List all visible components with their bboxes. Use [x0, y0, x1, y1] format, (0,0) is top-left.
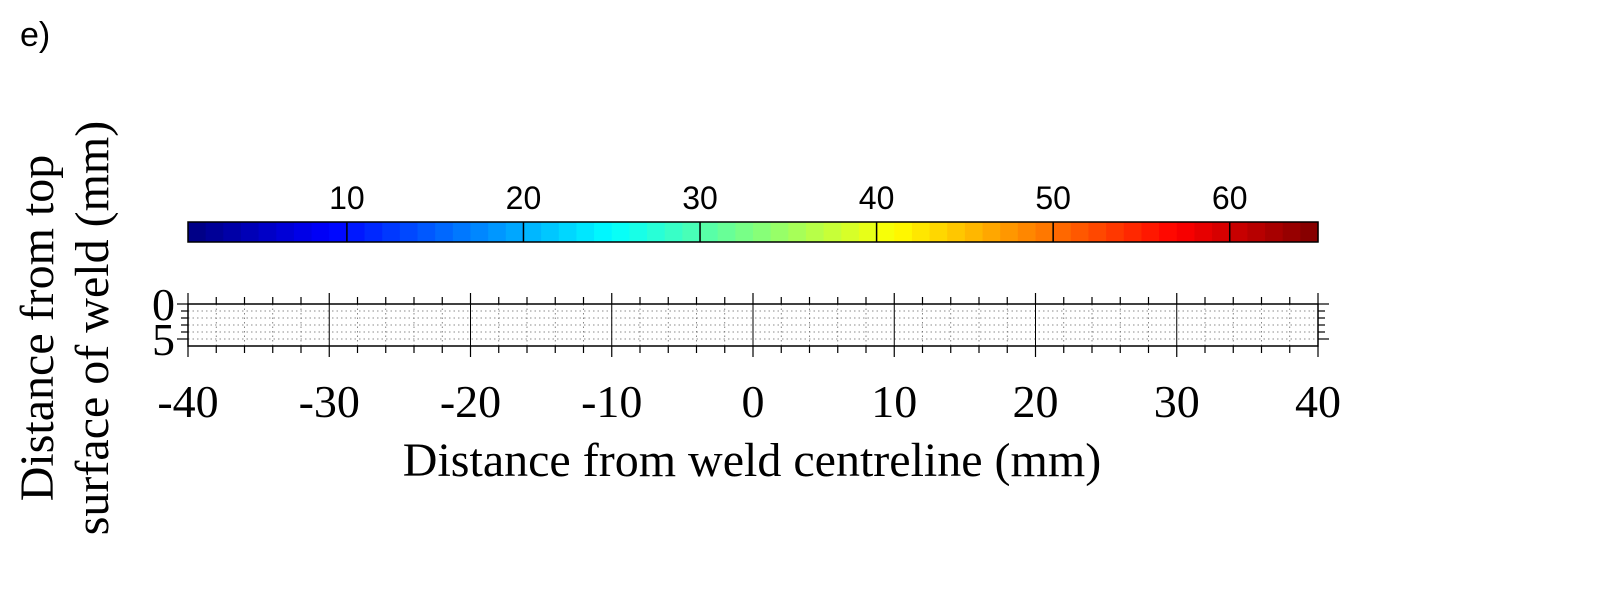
- x-tick-label: -30: [299, 376, 360, 427]
- colorbar-segment: [858, 222, 878, 242]
- colorbar-segment: [505, 222, 525, 242]
- colorbar-tick-labels: 10 20 30 40 50 60: [329, 180, 1247, 216]
- x-tick-label: 10: [871, 376, 917, 427]
- colorbar-segment: [929, 222, 948, 242]
- colorbar-segment: [576, 222, 595, 242]
- x-tick-label: -20: [440, 376, 501, 427]
- panel-label: e): [20, 16, 50, 54]
- colorbar-segment: [558, 222, 578, 242]
- colorbar-segment: [647, 222, 666, 242]
- y-tick-labels: 05: [152, 279, 175, 365]
- colorbar-segment: [541, 222, 560, 242]
- colorbar-segment: [982, 222, 1001, 242]
- colorbar-segment: [1247, 222, 1266, 242]
- colorbar-segment: [788, 222, 807, 242]
- colorbar-tick-label: 50: [1035, 180, 1071, 216]
- colorbar-segment: [594, 222, 613, 242]
- colorbar-segment: [1017, 222, 1037, 242]
- colorbar-segment: [276, 222, 295, 242]
- colorbar-segment: [1194, 222, 1213, 242]
- y-tick-label: 0: [152, 279, 175, 330]
- colorbar-segment: [753, 222, 772, 242]
- colorbar-segment: [1300, 222, 1319, 242]
- y-axis-title-line-2: surface of weld (mm): [66, 121, 119, 536]
- colorbar-segment: [805, 222, 825, 242]
- colorbar-segment: [417, 222, 436, 242]
- colorbar-segment: [1212, 222, 1231, 242]
- colorbar-segment: [911, 222, 931, 242]
- colorbar-segment: [1123, 222, 1143, 242]
- colorbar-segment: [770, 222, 789, 242]
- y-tick-label: 5: [152, 314, 175, 365]
- colorbar-segment: [258, 222, 277, 242]
- colorbar-segment: [470, 222, 489, 242]
- colorbar-tick-label: 40: [859, 180, 895, 216]
- x-tick-label: -40: [157, 376, 218, 427]
- x-tick-label: 0: [742, 376, 765, 427]
- colorbar-segment: [488, 222, 507, 242]
- colorbar-segment: [700, 222, 719, 242]
- colorbar-segment: [1070, 222, 1090, 242]
- colorbar-segment: [664, 222, 683, 242]
- colorbar-segment: [311, 222, 330, 242]
- colorbar-segment: [823, 222, 842, 242]
- colorbar-tick-label: 10: [329, 180, 365, 216]
- colorbar-segment: [188, 222, 207, 242]
- x-tick-label: 20: [1013, 376, 1059, 427]
- colorbar-segment: [964, 222, 984, 242]
- colorbar-segment: [841, 222, 860, 242]
- colorbar-segment: [735, 222, 754, 242]
- colorbar-segment: [1141, 222, 1160, 242]
- colorbar-segment: [382, 222, 401, 242]
- colorbar-segment: [1000, 222, 1019, 242]
- colorbar-segment: [223, 222, 242, 242]
- colorbar-segment: [1088, 222, 1107, 242]
- colorbar-segment: [894, 222, 913, 242]
- colorbar-segment: [1106, 222, 1125, 242]
- colorbar-tick-label: 30: [682, 180, 718, 216]
- colorbar-segment: [329, 222, 348, 242]
- x-tick-label: 40: [1295, 376, 1341, 427]
- x-tick-label: 30: [1154, 376, 1200, 427]
- colorbar-segment: [876, 222, 895, 242]
- colorbar-segment: [240, 222, 260, 242]
- colorbar-segment: [1265, 222, 1284, 242]
- colorbar-segment: [364, 222, 383, 242]
- colorbar-segment: [1176, 222, 1196, 242]
- colorbar-tick-label: 60: [1212, 180, 1248, 216]
- colorbar-segment: [293, 222, 313, 242]
- colorbar-segment: [1053, 222, 1072, 242]
- colorbar-segment: [399, 222, 419, 242]
- colorbar-segment: [717, 222, 736, 242]
- colorbar-segment: [1035, 222, 1054, 242]
- colorbar-segment: [1159, 222, 1178, 242]
- colorbar-segment: [947, 222, 966, 242]
- y-axis-title-line-1: Distance from top: [11, 155, 64, 502]
- colorbar-tick-label: 20: [506, 180, 542, 216]
- colorbar-frame: [187, 221, 1319, 243]
- colorbar-segment: [205, 222, 224, 242]
- colorbar-segment: [629, 222, 648, 242]
- plot-area: [177, 293, 1329, 357]
- x-tick-label: -10: [581, 376, 642, 427]
- colorbar-segment: [1229, 222, 1248, 242]
- colorbar-segment: [523, 222, 542, 242]
- colorbar-segment: [1282, 222, 1301, 242]
- y-axis-title: Distance from top surface of weld (mm): [11, 121, 119, 536]
- colorbar-segment: [682, 222, 701, 242]
- colorbar-segment: [346, 222, 366, 242]
- x-axis-title: Distance from weld centreline (mm): [403, 434, 1101, 487]
- colorbar-segment: [452, 222, 472, 242]
- colorbar-segment: [435, 222, 454, 242]
- x-tick-labels: -40 -30 -20 -10 0 10 20 30 40: [157, 376, 1341, 427]
- colorbar: [187, 221, 1319, 243]
- colorbar-segment: [611, 222, 631, 242]
